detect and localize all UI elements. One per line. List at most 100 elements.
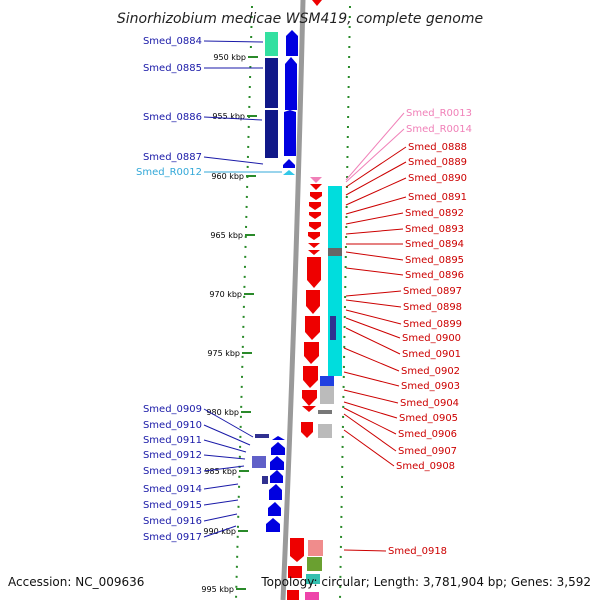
cog-block-0914 — [262, 476, 268, 484]
cds-arrow-0891 — [309, 212, 321, 219]
gene-label[interactable]: Smed_0894 — [405, 239, 464, 250]
gene-label[interactable]: Smed_0885 — [143, 63, 202, 74]
gene-label[interactable]: Smed_0892 — [405, 208, 464, 219]
gene-label[interactable]: Smed_0910 — [143, 420, 202, 431]
cds-arrow-0902 — [302, 406, 316, 412]
gene-label[interactable]: Smed_0905 — [399, 413, 458, 424]
gene-label[interactable]: Smed_R0014 — [406, 124, 472, 135]
gene-label[interactable]: Smed_0917 — [143, 532, 202, 543]
cds-arrow-0894 — [308, 243, 320, 248]
label-leader — [343, 407, 397, 435]
gene-label[interactable]: Smed_0888 — [408, 142, 467, 153]
gene-label[interactable]: Smed_0895 — [405, 255, 464, 266]
cds-arrow-0899 — [304, 342, 319, 364]
cds-arrow-0916 — [266, 518, 280, 532]
gene-label[interactable]: Smed_0916 — [143, 516, 202, 527]
cds-arrow-0897 — [306, 290, 320, 314]
gene-label[interactable]: Smed_0884 — [143, 36, 202, 47]
accession-text: Accession: NC_009636 — [8, 575, 144, 589]
label-leader — [345, 196, 407, 215]
label-leader — [203, 40, 264, 43]
label-leader — [203, 483, 239, 490]
gene-label[interactable]: Smed_0897 — [403, 286, 462, 297]
label-leader — [203, 465, 245, 472]
gene-label[interactable]: Smed_0904 — [400, 398, 459, 409]
gene-label[interactable]: Smed_0891 — [408, 192, 467, 203]
cds-arrow-0895 — [308, 250, 320, 255]
cog-block-0909 — [255, 434, 269, 438]
tick-label: 965 kbp — [210, 231, 243, 240]
gene-label[interactable]: Smed_0893 — [405, 224, 464, 235]
rrna-arrow-r0013 — [310, 177, 322, 183]
gene-label[interactable]: Smed_0903 — [401, 381, 460, 392]
cds-forward-cluster-bottom — [287, 0, 323, 600]
cds-arrow-0903 — [301, 422, 313, 438]
cds-arrow-0912 — [270, 456, 284, 470]
tick-label: 980 kbp — [206, 408, 239, 417]
gene-label[interactable]: Smed_R0013 — [406, 108, 472, 119]
gene-label[interactable]: Smed_0912 — [143, 450, 202, 461]
cds-arrow-0915 — [268, 502, 281, 516]
label-leader — [345, 161, 407, 196]
label-leader — [345, 290, 402, 297]
gene-label[interactable]: Smed_0913 — [143, 466, 202, 477]
gene-label[interactable]: Smed_0909 — [143, 404, 202, 415]
gene-label[interactable]: Smed_0907 — [398, 446, 457, 457]
gene-label[interactable]: Smed_0901 — [402, 349, 461, 360]
tick-label: 970 kbp — [209, 290, 242, 299]
gene-label[interactable]: Smed_0915 — [143, 500, 202, 511]
gene-label[interactable]: Smed_R0012 — [136, 167, 202, 178]
label-leader — [203, 525, 237, 538]
position-ticks: 950 kbp 955 kbp 960 kbp 965 kbp 970 kbp 975 k… — [201, 53, 258, 594]
map-title: Sinorhizobium medicae WSM419, complete g… — [117, 11, 483, 27]
gene-label[interactable]: Smed_0898 — [403, 302, 462, 313]
label-leader — [203, 424, 251, 446]
gene-label[interactable]: Smed_0899 — [403, 319, 462, 330]
tick-label: 950 kbp — [213, 53, 246, 62]
cds-arrow-0919 — [288, 566, 302, 578]
label-leader — [345, 309, 402, 325]
label-leader — [343, 389, 399, 404]
label-leader — [203, 513, 238, 522]
cog-block-0919 — [306, 574, 320, 584]
cog-block-0918b — [307, 557, 322, 571]
cog-block-0886 — [265, 110, 278, 158]
gene-label[interactable]: Smed_0914 — [143, 484, 202, 495]
cds-arrow-0887 — [283, 159, 295, 168]
label-leader — [343, 401, 398, 419]
label-leader — [345, 327, 401, 355]
cog-block-0885 — [265, 58, 278, 108]
gene-label[interactable]: Smed_0889 — [408, 157, 467, 168]
gene-label[interactable]: Smed_0886 — [143, 112, 202, 123]
cds-arrow-0888 — [310, 184, 322, 190]
cds-arrow-0892 — [309, 222, 321, 230]
gene-label[interactable]: Smed_0908 — [396, 461, 455, 472]
label-leader — [343, 371, 400, 387]
label-leader — [203, 156, 264, 165]
gene-label[interactable]: Smed_0900 — [402, 333, 461, 344]
trna-arrow-r0012 — [283, 170, 295, 175]
gene-label[interactable]: Smed_0906 — [398, 429, 457, 440]
cds-arrow-0889 — [310, 192, 322, 200]
label-leader — [203, 116, 263, 121]
gene-label[interactable]: Smed_0890 — [408, 173, 467, 184]
tick-label: 975 kbp — [207, 349, 240, 358]
label-leader — [203, 499, 239, 506]
cds-reverse-cluster-bottom — [252, 434, 285, 532]
genome-info-text: Topology: circular; Length: 3,781,904 bp… — [260, 575, 591, 589]
cog-block-0918a — [308, 540, 323, 556]
gene-label[interactable]: Smed_0911 — [143, 435, 202, 446]
cds-arrow-top-edge — [312, 0, 322, 6]
cog-grey-b — [320, 386, 334, 404]
gene-label[interactable]: Smed_0918 — [388, 546, 447, 557]
cds-arrow-0911 — [271, 442, 285, 455]
genome-backbone — [280, 0, 306, 600]
gene-label[interactable]: Smed_0902 — [401, 366, 460, 377]
gene-label[interactable]: Smed_0896 — [405, 270, 464, 281]
cds-arrow-0893 — [308, 232, 320, 240]
cog-blue-a — [320, 376, 334, 386]
cds-arrow-0914 — [269, 484, 282, 500]
label-leader — [345, 146, 407, 188]
gene-label[interactable]: Smed_0887 — [143, 152, 202, 163]
ring-dots-left — [235, 5, 253, 600]
